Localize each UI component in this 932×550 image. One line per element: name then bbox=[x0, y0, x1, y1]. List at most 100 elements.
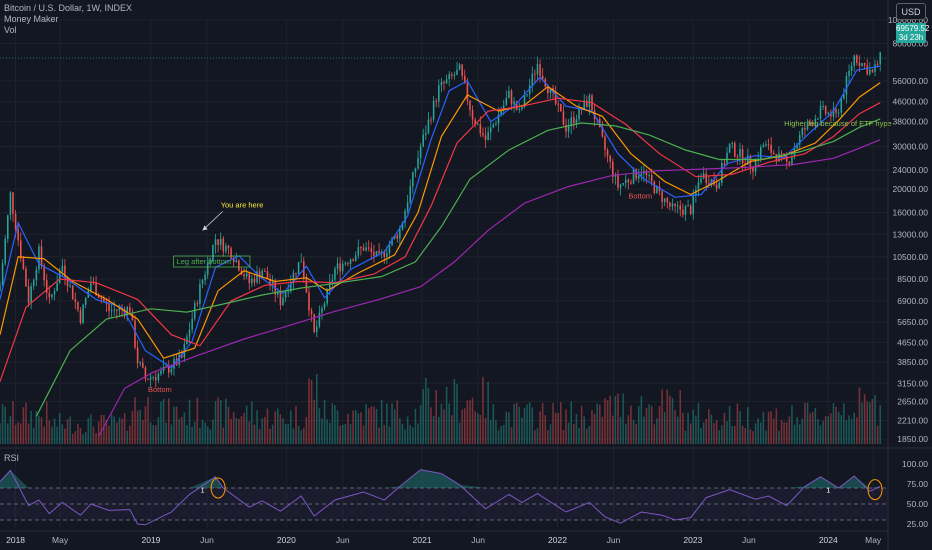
volume-bar bbox=[245, 405, 248, 444]
candle-body bbox=[513, 101, 515, 105]
candle-body bbox=[51, 294, 53, 298]
volume-bar bbox=[562, 430, 565, 444]
candle-body bbox=[741, 149, 744, 164]
candle-body bbox=[422, 134, 425, 147]
candle-body bbox=[0, 285, 1, 291]
volume-bar bbox=[850, 418, 853, 444]
candle-body bbox=[443, 81, 445, 84]
candle-body bbox=[373, 252, 375, 257]
rsi-label[interactable]: RSI bbox=[4, 453, 20, 463]
volume-bar bbox=[425, 377, 427, 444]
currency-button[interactable]: USD bbox=[896, 3, 926, 20]
volume-bar bbox=[570, 401, 573, 444]
price-tick-label: 4650.00 bbox=[897, 337, 928, 347]
volume-bar bbox=[614, 396, 617, 444]
price-tick-label: 2210.00 bbox=[897, 415, 928, 425]
candle-body bbox=[53, 291, 56, 295]
candle-body bbox=[863, 63, 866, 66]
volume-bar bbox=[726, 421, 728, 444]
candle-body bbox=[232, 258, 235, 263]
candle-body bbox=[575, 119, 578, 124]
candle-body bbox=[734, 142, 736, 157]
volume-bar bbox=[144, 406, 147, 444]
candle-body bbox=[323, 303, 326, 309]
indicator-vol[interactable]: Vol bbox=[4, 25, 17, 35]
candle-body bbox=[830, 112, 832, 117]
candle-body bbox=[279, 291, 282, 306]
volume-bar bbox=[87, 418, 90, 444]
volume-bar bbox=[74, 431, 77, 444]
volume-bar bbox=[505, 411, 508, 444]
candle-body bbox=[201, 280, 204, 285]
candle-body bbox=[12, 192, 14, 214]
candle-body bbox=[448, 74, 450, 80]
volume-bar bbox=[544, 415, 547, 444]
volume-bar bbox=[56, 426, 58, 444]
volume-bar bbox=[445, 386, 448, 444]
volume-bar bbox=[736, 403, 739, 444]
candle-body bbox=[74, 299, 77, 302]
candle-body bbox=[251, 278, 253, 284]
candle-body bbox=[534, 73, 536, 75]
countdown: 3d 23h bbox=[898, 33, 924, 42]
volume-bar bbox=[362, 425, 365, 444]
volume-bar bbox=[531, 407, 534, 444]
volume-bar bbox=[791, 405, 793, 444]
volume-bar bbox=[341, 424, 344, 444]
symbol-title[interactable]: Bitcoin / U.S. Dollar, 1W, INDEX bbox=[4, 3, 133, 13]
time-tick-label: 2022 bbox=[548, 535, 567, 545]
candle-body bbox=[528, 85, 531, 95]
candle-body bbox=[222, 238, 225, 252]
volume-bar bbox=[152, 425, 154, 444]
time-tick-label: 2018 bbox=[6, 535, 25, 545]
candle-body bbox=[212, 245, 214, 262]
candle-body bbox=[708, 183, 710, 186]
volume-bar bbox=[630, 405, 632, 444]
volume-bars bbox=[0, 373, 881, 444]
time-tick-label: Jun bbox=[471, 535, 485, 545]
volume-bar bbox=[661, 389, 663, 444]
volume-bar bbox=[40, 417, 43, 444]
rsi-highlight-circle bbox=[210, 477, 226, 499]
candle-body bbox=[383, 251, 386, 257]
candle-body bbox=[549, 87, 552, 94]
volume-bar bbox=[876, 425, 879, 444]
volume-bar bbox=[14, 424, 17, 444]
volume-bar bbox=[175, 406, 178, 444]
candle-body bbox=[432, 100, 435, 120]
volume-bar bbox=[627, 415, 630, 444]
volume-bar bbox=[360, 412, 362, 444]
volume-bar bbox=[617, 393, 619, 444]
volume-bar bbox=[352, 410, 354, 444]
volume-bar bbox=[79, 428, 82, 444]
candle-body bbox=[617, 174, 619, 188]
candle-body bbox=[295, 272, 297, 275]
candle-body bbox=[640, 173, 643, 176]
candle-body bbox=[292, 272, 295, 284]
volume-bar bbox=[767, 411, 770, 444]
indicator-money-maker[interactable]: Money Maker bbox=[4, 14, 59, 24]
volume-bar bbox=[339, 425, 341, 444]
volume-bar bbox=[785, 422, 788, 444]
candle-body bbox=[139, 362, 141, 364]
candle-body bbox=[17, 229, 19, 241]
volume-bar bbox=[552, 403, 554, 444]
volume-bar bbox=[318, 408, 321, 444]
volume-bar bbox=[824, 416, 827, 444]
volume-bar bbox=[219, 399, 222, 444]
candle-body bbox=[653, 181, 656, 193]
candle-body bbox=[417, 157, 419, 169]
candle-body bbox=[497, 114, 500, 124]
candle-body bbox=[772, 152, 775, 155]
volume-bar bbox=[129, 425, 131, 444]
volume-bar bbox=[386, 403, 388, 444]
volume-bar bbox=[17, 422, 19, 444]
volume-bar bbox=[518, 406, 521, 444]
volume-bar bbox=[466, 400, 469, 444]
candle-body bbox=[531, 73, 534, 86]
volume-bar bbox=[430, 407, 432, 444]
volume-bar bbox=[495, 420, 497, 444]
candle-body bbox=[645, 170, 648, 176]
candle-body bbox=[479, 124, 482, 134]
